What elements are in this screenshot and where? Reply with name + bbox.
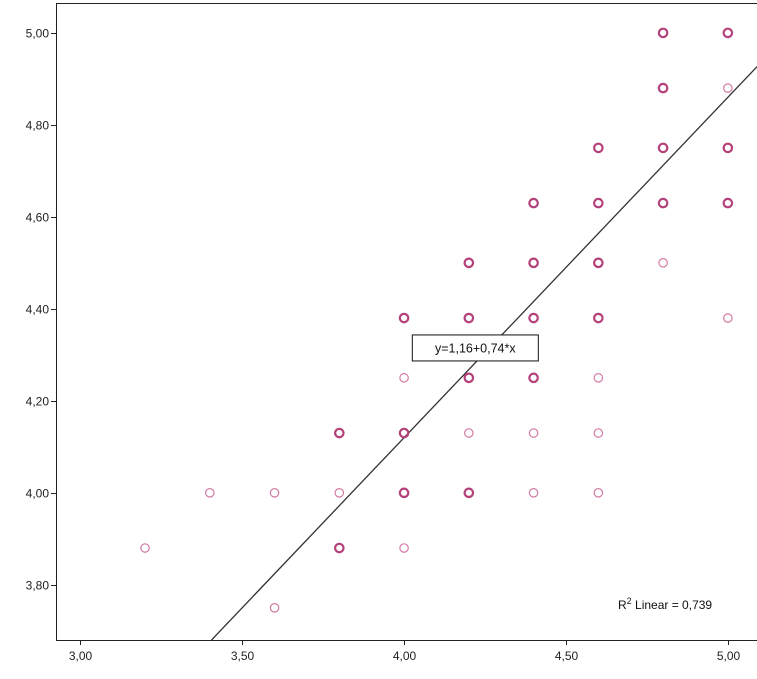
data-point bbox=[464, 428, 474, 438]
data-point bbox=[658, 258, 668, 268]
r2-label-layer: R2 Linear = 0,739 bbox=[618, 596, 712, 612]
data-point bbox=[593, 428, 604, 438]
data-point bbox=[399, 373, 409, 383]
x-tick-label: 4,50 bbox=[555, 649, 579, 663]
data-point bbox=[593, 197, 604, 209]
equation-box bbox=[411, 334, 539, 362]
r2-prefix: R bbox=[618, 598, 627, 612]
x-axis: 3,00 3,50 4,00 4,50 5,00 bbox=[69, 640, 741, 663]
y-tick-label: 4,20 bbox=[26, 395, 50, 409]
r2-text: Linear = 0,739 bbox=[632, 598, 713, 612]
data-point bbox=[334, 542, 345, 554]
data-point bbox=[657, 197, 669, 209]
data-point bbox=[593, 257, 604, 269]
x-tick-label: 5,00 bbox=[717, 649, 741, 663]
data-point bbox=[657, 142, 669, 154]
data-point bbox=[657, 82, 669, 94]
x-tick-label: 3,50 bbox=[231, 649, 255, 663]
data-point bbox=[528, 312, 539, 324]
data-point bbox=[657, 27, 669, 39]
data-point bbox=[204, 488, 215, 498]
data-point bbox=[398, 487, 410, 499]
data-point bbox=[528, 372, 539, 384]
equation-label: y=1,16+0,74*x bbox=[435, 341, 516, 355]
data-point bbox=[140, 543, 150, 553]
data-point bbox=[463, 257, 475, 269]
data-point bbox=[269, 603, 280, 613]
data-point bbox=[593, 373, 604, 383]
y-tick-label: 4,40 bbox=[26, 303, 50, 317]
data-point bbox=[723, 313, 733, 323]
data-point bbox=[463, 372, 475, 384]
y-tick-label: 4,00 bbox=[26, 487, 50, 501]
data-point bbox=[334, 427, 345, 439]
data-point bbox=[463, 487, 475, 499]
r2-linear-label: R2 Linear = 0,739 bbox=[618, 596, 712, 612]
data-point bbox=[398, 427, 410, 439]
points-layer bbox=[140, 27, 734, 613]
data-point bbox=[722, 27, 734, 39]
y-axis: 3,80 4,00 4,20 4,40 4,60 4,80 5,00 bbox=[26, 27, 56, 593]
y-tick-label: 4,60 bbox=[26, 211, 50, 225]
data-point bbox=[269, 488, 280, 498]
data-point bbox=[463, 312, 475, 324]
r2-superscript: 2 bbox=[627, 596, 632, 606]
data-point bbox=[334, 488, 345, 498]
x-tick-label: 3,00 bbox=[69, 649, 93, 663]
y-tick-label: 3,80 bbox=[26, 579, 50, 593]
x-tick-label: 4,00 bbox=[393, 649, 417, 663]
data-point bbox=[528, 257, 539, 269]
data-point bbox=[723, 83, 733, 93]
data-point bbox=[528, 197, 539, 209]
data-point bbox=[722, 197, 734, 209]
equation-label-layer: y=1,16+0,74*x bbox=[411, 334, 539, 362]
data-point bbox=[399, 543, 409, 553]
y-tick-label: 4,80 bbox=[26, 119, 50, 133]
data-point bbox=[528, 488, 539, 498]
data-point bbox=[528, 428, 539, 438]
data-point bbox=[722, 142, 734, 154]
data-point bbox=[398, 312, 410, 324]
data-point bbox=[593, 142, 604, 154]
data-point bbox=[593, 312, 604, 324]
y-tick-label: 5,00 bbox=[26, 27, 50, 41]
data-point bbox=[593, 488, 604, 498]
